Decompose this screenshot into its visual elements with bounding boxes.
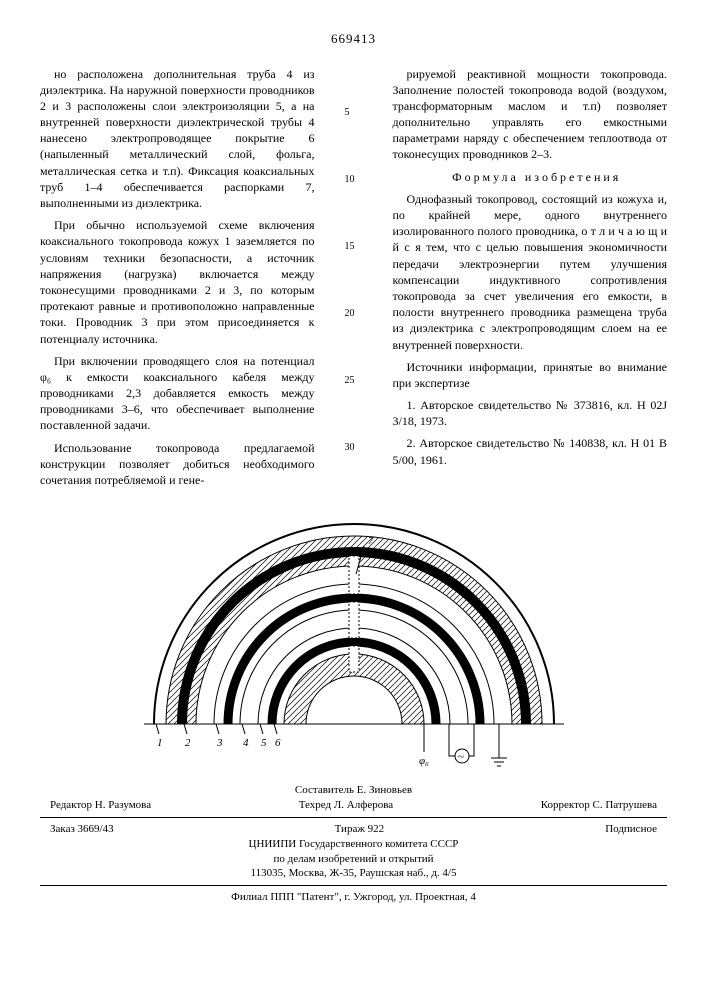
text-columns: но расположена дополнительная труба 4 из… <box>40 66 667 495</box>
svg-text:1: 1 <box>157 737 163 749</box>
formula-header: Формула изобретения <box>393 169 668 185</box>
line-num: 20 <box>345 307 363 321</box>
para: Использование токопровода предлагаемой к… <box>40 440 315 489</box>
order-number: Заказ 3669/43 <box>50 822 114 837</box>
line-num: 10 <box>345 173 363 187</box>
tirage: Тираж 922 <box>335 822 385 837</box>
right-column: рируемой реактивной мощности токопровода… <box>393 66 668 495</box>
para: рируемой реактивной мощности токопровода… <box>393 66 668 163</box>
svg-text:2: 2 <box>185 737 191 749</box>
svg-text:3: 3 <box>216 737 223 749</box>
branch-line: Филиал ППП "Патент", г. Ужгород, ул. Про… <box>40 890 667 905</box>
line-number-gutter: 5 10 15 20 25 30 <box>345 66 363 495</box>
left-column: но расположена дополнительная труба 4 из… <box>40 66 315 495</box>
svg-text:φ₆: φ₆ <box>419 755 429 767</box>
source-ref: 1. Авторское свидетельство № 373816, кл.… <box>393 397 668 429</box>
svg-text:7: 7 <box>368 535 374 547</box>
corrector: Корректор С. Патрушева <box>541 798 657 813</box>
para: При включении проводящего слоя на потенц… <box>40 353 315 434</box>
para: Однофазный токопровод, состоящий из кожу… <box>393 191 668 353</box>
imprint-footer: Составитель Е. Зиновьев Редактор Н. Разу… <box>40 783 667 905</box>
para: но расположена дополнительная труба 4 из… <box>40 66 315 212</box>
tech-editor: Техред Л. Алферова <box>299 798 393 813</box>
subscription: Подписное <box>605 822 657 837</box>
line-num: 25 <box>345 374 363 388</box>
svg-text:6: 6 <box>275 737 281 749</box>
sources-header: Источники информации, принятые во вниман… <box>393 359 668 391</box>
org-line: по делам изобретений и открытий <box>40 852 667 867</box>
svg-text:~: ~ <box>458 751 464 763</box>
svg-text:5: 5 <box>261 737 267 749</box>
editor: Редактор Н. Разумова <box>50 798 151 813</box>
cross-section-diagram: 7 1 2 3 456 φ₆ ~ <box>144 514 564 769</box>
svg-text:4: 4 <box>243 737 249 749</box>
document-number: 669413 <box>40 30 667 48</box>
org-address: 113035, Москва, Ж-35, Раушская наб., д. … <box>40 866 667 881</box>
source-ref: 2. Авторское свидетельство № 140838, кл.… <box>393 435 668 467</box>
line-num: 15 <box>345 240 363 254</box>
line-num: 5 <box>345 106 363 120</box>
line-num: 30 <box>345 441 363 455</box>
org-line: ЦНИИПИ Государственного комитета СССР <box>40 837 667 852</box>
compiler: Составитель Е. Зиновьев <box>40 783 667 798</box>
para: При обычно используемой схеме включения … <box>40 217 315 347</box>
